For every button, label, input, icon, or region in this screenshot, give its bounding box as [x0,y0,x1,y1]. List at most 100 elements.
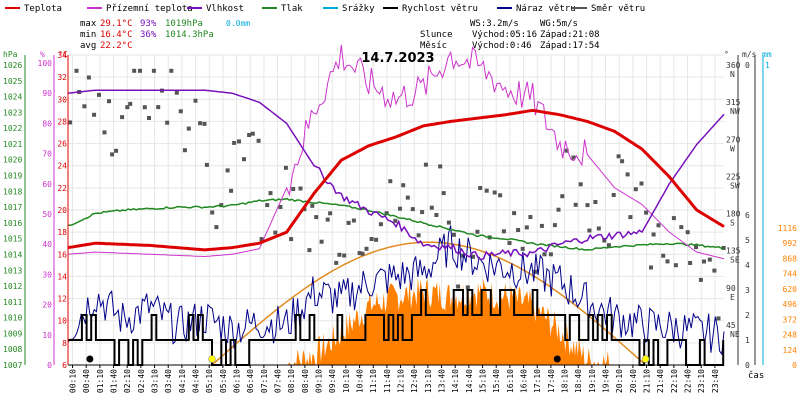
wind-direction-point [268,191,273,196]
info-moonset: Západ:17:54 [540,41,600,51]
direction-tick-name: NE [730,330,740,339]
wind-direction-point [214,225,219,230]
wind-direction-point [210,210,215,215]
humidity-tick: 90 [42,89,52,98]
time-tick: 18:10 [561,369,570,393]
wind-direction-point [679,225,684,230]
mm-tick: 124 [783,346,798,355]
humidity-tick: 0 [47,361,52,370]
wind-direction-point [337,252,342,257]
direction-tick-name: W [730,144,735,153]
wind-direction-point [202,121,207,126]
temp-tick: 22 [57,184,67,193]
humidity-tick: 70 [42,150,52,159]
time-tick: 07:10 [260,369,269,393]
wind-direction-point [393,218,398,223]
sun-curve [211,241,645,366]
time-tick: 00:40 [82,369,91,393]
mm-tick: 992 [783,239,798,248]
time-tick: 15:40 [492,369,501,393]
time-tick: 04:40 [192,369,201,393]
wind-direction-point [596,226,601,231]
wind-direction-point [110,152,115,157]
wind-direction-point [198,121,203,126]
time-tick: 13:40 [438,369,447,393]
direction-tick: 45 [726,321,736,330]
humidity-tick: 50 [42,210,52,219]
wind-direction-point [384,211,389,216]
wind-direction-point [420,210,425,215]
sunrise-marker [208,355,216,363]
hpa-tick: 1014 [3,250,22,259]
wind-direction-point [256,138,261,143]
hpa-tick: 1007 [3,361,22,370]
time-tick: 12:10 [397,369,406,393]
x-axis-label: čas [748,370,764,381]
wind-direction-point [671,216,676,221]
time-tick: 09:10 [315,369,324,393]
wind-direction-point [169,68,174,73]
mm-axis-label: mm [762,50,772,59]
wind-direction-point [516,228,521,232]
wind-direction-point [342,253,347,258]
temp-tick: 6 [62,361,67,370]
wind-direction-point [120,115,125,120]
wind-direction-point [478,186,483,190]
ms-tick: 5 [745,236,750,245]
wind-direction-point [542,252,547,257]
time-tick: 11:40 [383,369,392,393]
wind-direction-point [524,225,529,230]
wind-direction-point [360,251,365,256]
wind-direction-point [416,233,421,238]
wind-direction-point [512,211,517,216]
legend-label: Přízemní teplota [106,4,193,14]
wind-direction-point [114,148,119,153]
wind-direction-point [528,215,533,219]
mm-tick: 620 [783,285,798,294]
info-ws: WS:3.2m/s [470,19,519,29]
direction-tick: 90 [726,284,736,293]
wind-direction-point [633,187,638,192]
info-moon-label: Měsíc [420,41,447,51]
time-tick: 10:10 [342,369,351,393]
wind-direction-point [351,218,356,223]
wind-direction-point [346,220,351,225]
moonset-marker [553,355,561,363]
wind-direction-point [388,179,393,184]
wind-direction-point [520,246,525,251]
humidity-tick: 40 [42,240,52,249]
wind-direction-point [707,257,712,262]
wind-direction-point [446,220,451,225]
time-tick: 07:40 [274,369,283,393]
wind-direction-point [688,261,693,265]
legend-label: Tlak [281,4,303,14]
hpa-tick: 1008 [3,345,22,354]
wind-direction-point [606,243,611,248]
wind-direction-point [357,251,362,256]
direction-tick: 225 [726,172,741,181]
hpa-tick: 1019 [3,172,22,181]
time-tick: 19:10 [588,369,597,393]
wind-direction-point [673,263,678,268]
wind-direction-point [178,109,183,114]
temp-tick: 28 [57,117,67,126]
wind-direction-point [97,92,101,97]
wind-direction-point [441,191,446,196]
direction-tick-name: SE [730,256,740,265]
wind-direction-point [656,223,661,228]
mm-tick: 496 [783,300,798,309]
wind-direction-point [694,245,698,250]
wind-direction-point [74,68,79,73]
wind-direction-point [138,68,142,73]
wind-direction-point [174,90,179,95]
hpa-tick: 1018 [3,187,22,196]
time-tick: 21:10 [643,369,652,393]
wind-direction-point [364,246,369,251]
wind-direction-point [602,238,607,243]
stat-avg-label: avg [80,41,96,51]
temp-tick: 14 [57,272,67,281]
time-tick: 12:40 [410,369,419,393]
wind-direction-point [298,186,303,191]
time-tick: 14:40 [465,369,474,393]
stat-min-temp: 16.4°C [100,30,133,40]
